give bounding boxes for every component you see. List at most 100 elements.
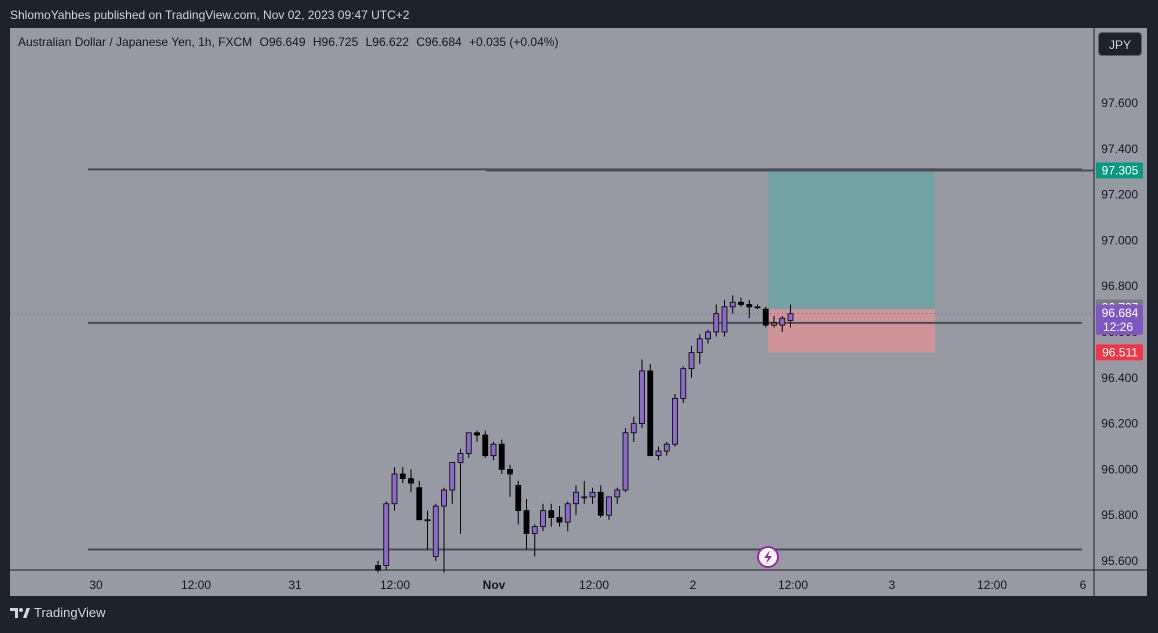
candle-body-down xyxy=(647,370,654,457)
candle[interactable] xyxy=(383,501,390,571)
top-bar: ShlomoYahbes published on TradingView.co… xyxy=(0,0,1158,28)
candle[interactable] xyxy=(713,304,720,337)
candle[interactable] xyxy=(738,297,744,307)
candle-body-up xyxy=(696,338,703,354)
candle-body-down xyxy=(408,478,414,484)
candle[interactable] xyxy=(465,432,472,458)
candle-body-down xyxy=(556,517,563,523)
time-tick-label: 12:00 xyxy=(977,578,1007,592)
candle[interactable] xyxy=(680,366,687,403)
candle[interactable] xyxy=(375,561,381,573)
candle-body-down xyxy=(375,565,381,571)
candle[interactable] xyxy=(630,416,637,442)
legend-high: H96.725 xyxy=(312,35,359,49)
candle-body-up xyxy=(729,301,736,308)
time-tick-label: 6 xyxy=(1080,578,1087,592)
candle[interactable] xyxy=(597,485,604,518)
candle-body-up xyxy=(713,313,720,333)
candle[interactable] xyxy=(779,315,786,332)
candle[interactable] xyxy=(457,448,464,534)
candle-body-up xyxy=(672,398,678,445)
legend-symbol: Australian Dollar / Japanese Yen, 1h, FX… xyxy=(18,35,253,49)
candle[interactable] xyxy=(771,315,777,328)
candle[interactable] xyxy=(688,345,695,378)
candle[interactable] xyxy=(787,304,794,328)
candle[interactable] xyxy=(441,487,447,573)
candle[interactable] xyxy=(515,480,522,525)
publication-info: ShlomoYahbes published on TradingView.co… xyxy=(10,8,410,22)
candle[interactable] xyxy=(416,480,423,521)
chart-overlays xyxy=(10,28,1147,596)
candle-body-up xyxy=(490,443,497,457)
candle[interactable] xyxy=(391,467,398,511)
bottom-bar: TradingView xyxy=(0,597,1158,633)
price-badge-label: 96.684 xyxy=(1102,306,1139,320)
candle-body-up xyxy=(630,423,637,434)
tradingview-brand[interactable]: TradingView xyxy=(10,605,106,620)
candle-body-down xyxy=(738,301,744,305)
candle[interactable] xyxy=(672,393,678,447)
candle[interactable] xyxy=(507,464,513,497)
profit-zone[interactable] xyxy=(768,170,935,310)
candle[interactable] xyxy=(663,441,670,456)
candle[interactable] xyxy=(581,480,588,504)
currency-button[interactable]: JPY xyxy=(1098,32,1142,56)
candle[interactable] xyxy=(556,506,563,527)
candle[interactable] xyxy=(622,428,629,493)
price-tick-label: 97.000 xyxy=(1101,233,1138,247)
candle-body-down xyxy=(548,510,555,518)
candle[interactable] xyxy=(589,487,596,504)
candle[interactable] xyxy=(614,487,621,504)
candle[interactable] xyxy=(474,430,480,442)
candle[interactable] xyxy=(498,439,505,474)
long-position-tool xyxy=(768,170,935,353)
candle[interactable] xyxy=(482,430,489,458)
price-tick-label: 96.200 xyxy=(1101,417,1138,431)
candle-body-up xyxy=(573,491,579,505)
candle[interactable] xyxy=(531,524,538,557)
candle[interactable] xyxy=(754,304,761,310)
candle[interactable] xyxy=(490,441,497,461)
candle[interactable] xyxy=(408,469,414,493)
price-badge-label: 97.305 xyxy=(1102,164,1139,178)
candle-body-up xyxy=(680,368,687,399)
candle-body-up xyxy=(432,505,439,557)
price-tick-label: 97.200 xyxy=(1101,188,1138,202)
candle-body-up xyxy=(391,473,398,505)
price-badge-label: 96.511 xyxy=(1102,345,1138,359)
candle[interactable] xyxy=(564,501,571,532)
loss-zone[interactable] xyxy=(768,309,935,353)
candle[interactable] xyxy=(540,503,546,532)
candle[interactable] xyxy=(399,467,406,484)
flash-icon-glyph xyxy=(764,550,772,564)
candle-body-up xyxy=(688,352,695,370)
candle-body-up xyxy=(614,489,621,498)
candle[interactable] xyxy=(424,510,431,550)
candle-body-up xyxy=(441,489,447,507)
candle[interactable] xyxy=(432,503,439,561)
candle[interactable] xyxy=(573,485,579,516)
candle[interactable] xyxy=(721,299,728,337)
candle[interactable] xyxy=(606,496,612,520)
legend-open: O96.649 xyxy=(259,35,306,49)
candle[interactable] xyxy=(655,446,662,461)
candle[interactable] xyxy=(762,306,769,328)
candle[interactable] xyxy=(729,295,736,314)
time-axis: 30 12:00 31 12:00 Nov 12:00 2 12:00 3 12:00 6 xyxy=(89,578,1086,592)
candle[interactable] xyxy=(639,359,645,429)
price-axis: 95.60095.80096.00096.20096.40096.60096.8… xyxy=(1101,96,1138,568)
flash-icon[interactable] xyxy=(757,546,779,568)
candle[interactable] xyxy=(696,334,703,365)
price-tick-label: 97.600 xyxy=(1101,96,1138,110)
candle[interactable] xyxy=(449,462,456,504)
candle[interactable] xyxy=(523,499,530,550)
candle[interactable] xyxy=(647,364,654,457)
time-tick-label: 12:00 xyxy=(579,578,609,592)
price-badge-countdown: 12:26 xyxy=(1103,320,1133,334)
time-tick-label: 12:00 xyxy=(778,578,808,592)
candle[interactable] xyxy=(548,503,555,527)
candle[interactable] xyxy=(705,329,711,344)
candle[interactable] xyxy=(746,299,753,319)
candle-body-up xyxy=(663,443,670,452)
